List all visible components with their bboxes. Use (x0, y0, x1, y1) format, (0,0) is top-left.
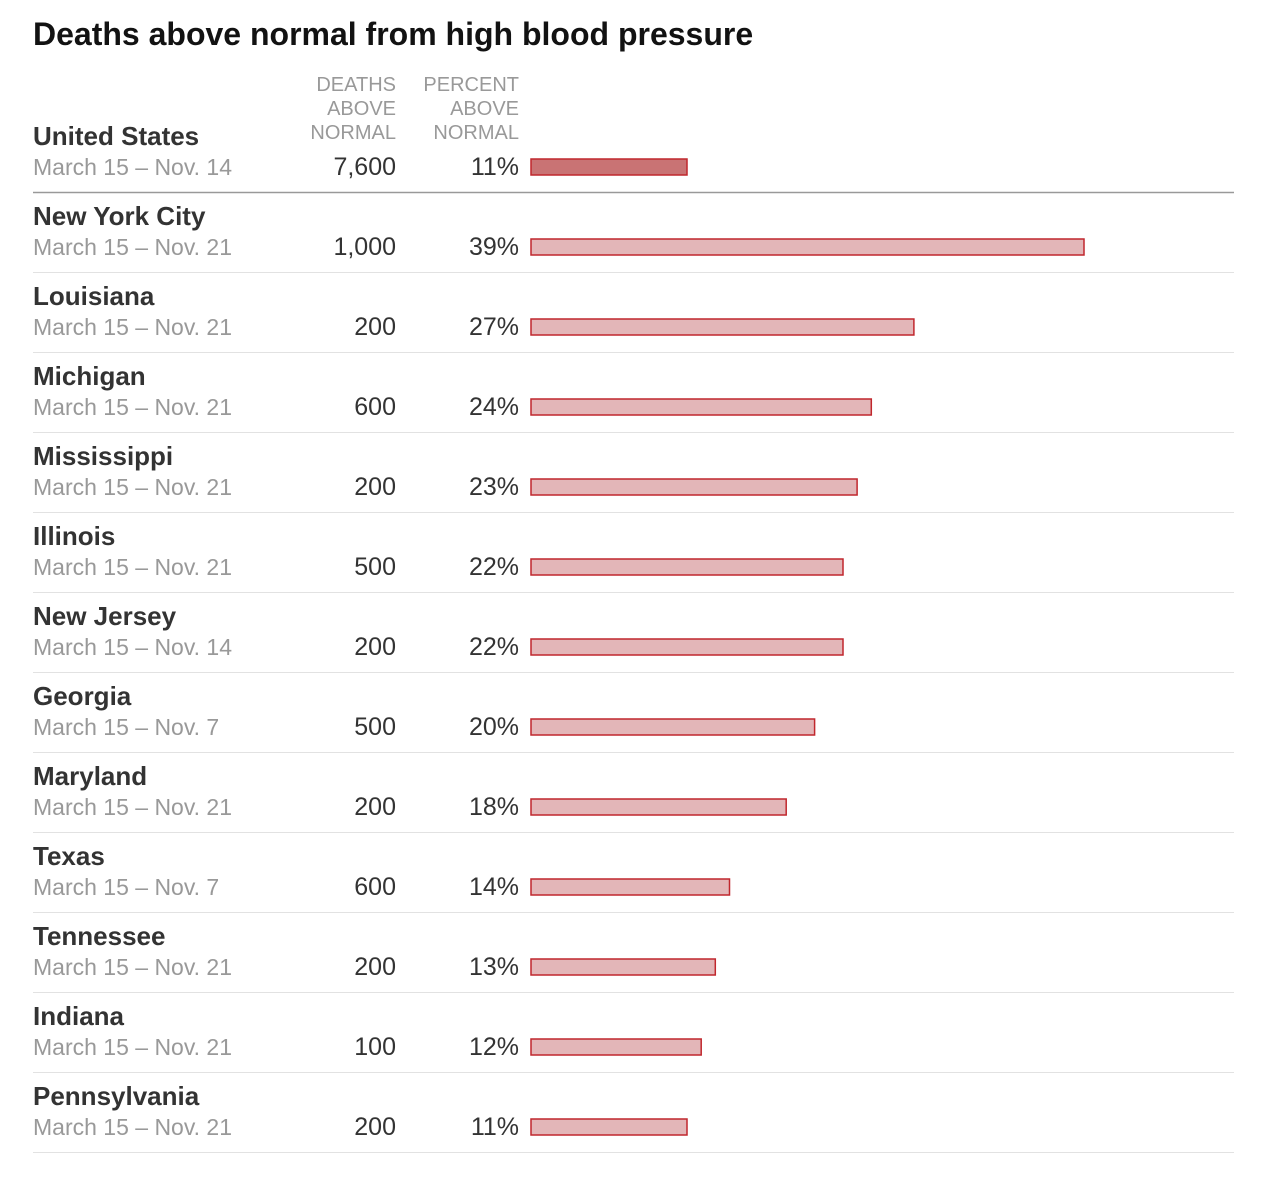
row-period: March 15 – Nov. 21 (33, 954, 232, 980)
row-name: Pennsylvania (33, 1081, 200, 1111)
row-percent: 39% (469, 233, 519, 261)
row-deaths: 100 (354, 1033, 396, 1061)
row-name: Illinois (33, 521, 115, 551)
row-period: March 15 – Nov. 21 (33, 1034, 232, 1060)
percent-bar (530, 718, 816, 736)
row-name: Georgia (33, 681, 132, 711)
row-deaths: 600 (354, 393, 396, 421)
deaths-column-header: DEATHS ABOVE NORMAL (310, 74, 396, 144)
row-period: March 15 – Nov. 21 (33, 394, 232, 420)
table-row: Georgia March 15 – Nov. 7 500 20% (33, 681, 1234, 753)
row-deaths: 600 (354, 873, 396, 901)
deaths-column-header-line: DEATHS (316, 74, 396, 96)
row-name: Michigan (33, 361, 146, 391)
row-percent: 11% (471, 1113, 519, 1141)
row-name: Mississippi (33, 441, 173, 471)
row-name: Indiana (33, 1001, 125, 1031)
summary-bar (530, 158, 688, 176)
row-percent: 22% (469, 633, 519, 661)
row-deaths: 200 (354, 313, 396, 341)
row-percent: 22% (469, 553, 519, 581)
table-row: Tennessee March 15 – Nov. 21 200 13% (33, 921, 1234, 993)
percent-column-header-line: ABOVE (450, 98, 519, 120)
row-percent: 13% (469, 953, 519, 981)
row-period: March 15 – Nov. 21 (33, 474, 232, 500)
row-deaths: 200 (354, 1113, 396, 1141)
table-row: Pennsylvania March 15 – Nov. 21 200 11% (33, 1081, 1234, 1153)
percent-bar (530, 398, 873, 416)
percent-bar (530, 558, 844, 576)
row-name: Texas (33, 841, 105, 871)
percent-column-header-line: PERCENT (423, 74, 519, 96)
summary-period: March 15 – Nov. 14 (33, 154, 232, 180)
row-period: March 15 – Nov. 7 (33, 874, 219, 900)
row-period: March 15 – Nov. 21 (33, 1114, 232, 1140)
table-row: Maryland March 15 – Nov. 21 200 18% (33, 761, 1234, 833)
row-deaths: 500 (354, 553, 396, 581)
row-deaths: 200 (354, 953, 396, 981)
row-period: March 15 – Nov. 21 (33, 794, 232, 820)
table-row: Indiana March 15 – Nov. 21 100 12% (33, 1001, 1234, 1073)
row-deaths: 200 (354, 793, 396, 821)
state-rows: New York City March 15 – Nov. 21 1,000 39% L… (33, 201, 1234, 1153)
row-name: Maryland (33, 761, 147, 791)
row-percent: 18% (469, 793, 519, 821)
row-percent: 12% (469, 1033, 519, 1061)
percent-bar (530, 798, 787, 816)
row-deaths: 1,000 (333, 233, 396, 261)
row-period: March 15 – Nov. 14 (33, 634, 232, 660)
row-name: Tennessee (33, 921, 165, 951)
row-percent: 27% (469, 313, 519, 341)
percent-column-header-line: NORMAL (433, 122, 519, 144)
row-deaths: 200 (354, 473, 396, 501)
row-percent: 14% (469, 873, 519, 901)
percent-bar (530, 238, 1085, 256)
row-percent: 20% (469, 713, 519, 741)
row-period: March 15 – Nov. 7 (33, 714, 219, 740)
percent-bar (530, 318, 915, 336)
percent-bar (530, 638, 844, 656)
table-row: New York City March 15 – Nov. 21 1,000 39% (33, 201, 1234, 273)
row-percent: 24% (469, 393, 519, 421)
row-name: New Jersey (33, 601, 177, 631)
percent-bar (530, 1118, 688, 1136)
percent-bar (530, 478, 858, 496)
summary-deaths: 7,600 (333, 153, 396, 181)
table-row: Texas March 15 – Nov. 7 600 14% (33, 841, 1234, 913)
percent-bar (530, 878, 731, 896)
row-name: Louisiana (33, 281, 155, 311)
row-name: New York City (33, 201, 206, 231)
table-row: Illinois March 15 – Nov. 21 500 22% (33, 521, 1234, 593)
deaths-column-header-line: ABOVE (327, 98, 396, 120)
percent-bar (530, 1038, 702, 1056)
table-row: New Jersey March 15 – Nov. 14 200 22% (33, 601, 1234, 673)
row-percent: 23% (469, 473, 519, 501)
row-deaths: 500 (354, 713, 396, 741)
table-row: Michigan March 15 – Nov. 21 600 24% (33, 361, 1234, 433)
table-row: Louisiana March 15 – Nov. 21 200 27% (33, 281, 1234, 353)
chart-title: Deaths above normal from high blood pres… (33, 16, 753, 52)
row-period: March 15 – Nov. 21 (33, 554, 232, 580)
summary-row: United States March 15 – Nov. 14 7,600 1… (33, 121, 688, 181)
summary-percent: 11% (471, 153, 519, 181)
row-period: March 15 – Nov. 21 (33, 314, 232, 340)
percent-bar (530, 958, 717, 976)
percent-column-header: PERCENT ABOVE NORMAL (423, 74, 519, 144)
table-row: Mississippi March 15 – Nov. 21 200 23% (33, 441, 1234, 513)
row-deaths: 200 (354, 633, 396, 661)
summary-name: United States (33, 121, 199, 151)
deaths-column-header-line: NORMAL (310, 122, 396, 144)
row-period: March 15 – Nov. 21 (33, 234, 232, 260)
